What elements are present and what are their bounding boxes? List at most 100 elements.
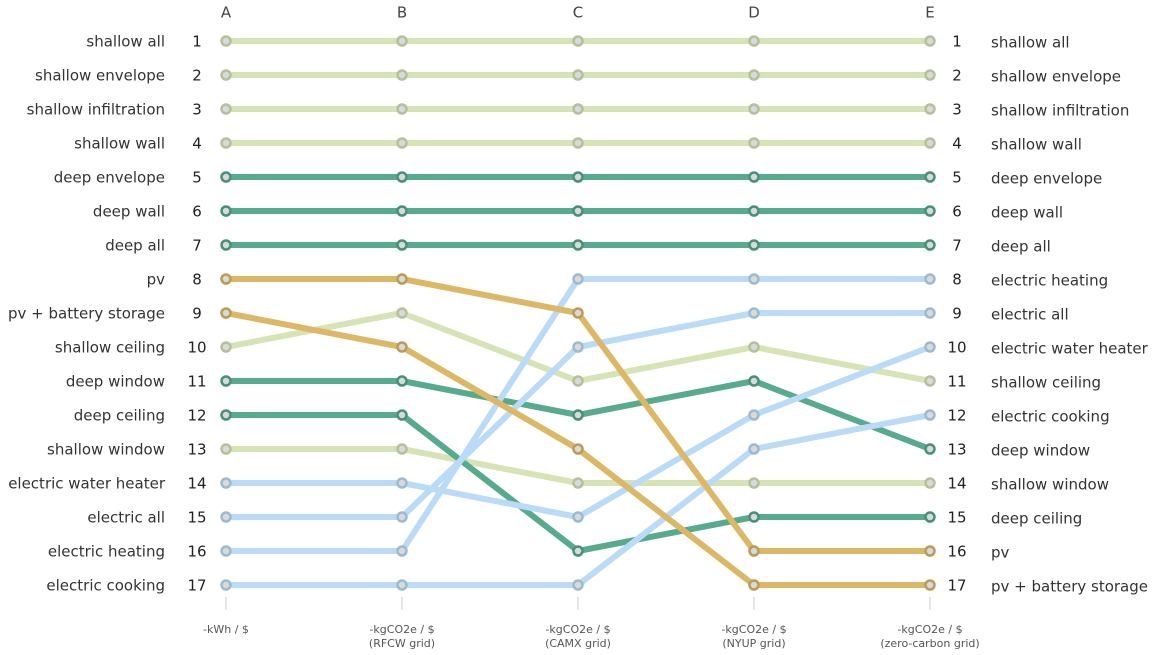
right-label: shallow infiltration bbox=[991, 102, 1129, 120]
rank-right: 2 bbox=[952, 67, 962, 85]
rank-left: 10 bbox=[187, 339, 206, 357]
column-letter: E bbox=[925, 4, 934, 22]
rank-left: 4 bbox=[192, 135, 202, 153]
point bbox=[748, 239, 760, 251]
point bbox=[748, 511, 760, 523]
left-label: pv + battery storage bbox=[8, 305, 165, 323]
point bbox=[396, 103, 408, 115]
point bbox=[924, 511, 936, 523]
right-label: deep wall bbox=[991, 204, 1063, 222]
point bbox=[220, 511, 232, 523]
left-label: shallow all bbox=[86, 33, 165, 51]
axis-label: -kWh / $ bbox=[203, 623, 249, 636]
point bbox=[748, 545, 760, 557]
point bbox=[924, 477, 936, 489]
rank-right: 15 bbox=[947, 509, 966, 527]
point bbox=[220, 545, 232, 557]
point bbox=[220, 69, 232, 81]
left-label: deep envelope bbox=[54, 169, 165, 187]
point bbox=[924, 137, 936, 149]
left-label: electric cooking bbox=[46, 577, 165, 595]
point bbox=[396, 443, 408, 455]
left-label: deep all bbox=[105, 237, 165, 255]
left-label: shallow window bbox=[47, 441, 165, 459]
point bbox=[924, 205, 936, 217]
axis-label: (NYUP grid) bbox=[722, 637, 785, 650]
right-label: deep all bbox=[991, 238, 1051, 256]
left-label: shallow envelope bbox=[35, 67, 165, 85]
axis-label: -kgCO2e / $ bbox=[545, 623, 610, 636]
point bbox=[220, 137, 232, 149]
point bbox=[924, 35, 936, 47]
rank-right: 7 bbox=[952, 237, 962, 255]
column-letter: C bbox=[573, 4, 583, 22]
point bbox=[220, 171, 232, 183]
axis-label: -kgCO2e / $ bbox=[369, 623, 434, 636]
point bbox=[220, 477, 232, 489]
point bbox=[748, 205, 760, 217]
point bbox=[748, 171, 760, 183]
point bbox=[220, 579, 232, 591]
left-label: shallow ceiling bbox=[55, 339, 165, 357]
point bbox=[924, 239, 936, 251]
point bbox=[924, 443, 936, 455]
rank-right: 8 bbox=[952, 271, 962, 289]
rank-left: 9 bbox=[192, 305, 202, 323]
point bbox=[220, 375, 232, 387]
right-label: shallow window bbox=[991, 476, 1109, 494]
rank-right: 10 bbox=[947, 339, 966, 357]
point bbox=[396, 579, 408, 591]
rank-right: 11 bbox=[947, 373, 966, 391]
rank-right: 12 bbox=[947, 407, 966, 425]
point bbox=[924, 273, 936, 285]
rank-right: 16 bbox=[947, 543, 966, 561]
point bbox=[572, 579, 584, 591]
right-label: shallow envelope bbox=[991, 68, 1121, 86]
point bbox=[924, 103, 936, 115]
point bbox=[396, 69, 408, 81]
point bbox=[748, 273, 760, 285]
rank-left: 3 bbox=[192, 101, 202, 119]
point bbox=[924, 409, 936, 421]
point bbox=[572, 477, 584, 489]
rank-right: 6 bbox=[952, 203, 962, 221]
point bbox=[396, 239, 408, 251]
right-label: deep window bbox=[991, 442, 1090, 460]
point bbox=[748, 409, 760, 421]
rank-left: 1 bbox=[192, 33, 202, 51]
right-label: electric cooking bbox=[991, 408, 1110, 426]
series-line bbox=[226, 344, 932, 520]
point bbox=[748, 69, 760, 81]
point bbox=[572, 511, 584, 523]
point bbox=[396, 137, 408, 149]
rank-right: 5 bbox=[952, 169, 962, 187]
point bbox=[220, 35, 232, 47]
rank-left: 12 bbox=[187, 407, 206, 425]
point bbox=[396, 273, 408, 285]
left-label: deep ceiling bbox=[74, 407, 165, 425]
column-letter: D bbox=[748, 4, 760, 22]
rank-left: 7 bbox=[192, 237, 202, 255]
point bbox=[220, 409, 232, 421]
axis-label: (RFCW grid) bbox=[369, 637, 435, 650]
point bbox=[924, 545, 936, 557]
rank-left: 8 bbox=[192, 271, 202, 289]
point bbox=[924, 69, 936, 81]
point bbox=[572, 375, 584, 387]
column-letter: B bbox=[397, 4, 407, 22]
point bbox=[572, 545, 584, 557]
point bbox=[396, 477, 408, 489]
point bbox=[396, 341, 408, 353]
left-label: shallow infiltration bbox=[27, 101, 165, 119]
rank-left: 2 bbox=[192, 67, 202, 85]
point bbox=[220, 239, 232, 251]
point bbox=[748, 307, 760, 319]
point bbox=[572, 273, 584, 285]
left-label: electric all bbox=[87, 509, 165, 527]
left-label: deep wall bbox=[93, 203, 165, 221]
left-label: deep window bbox=[66, 373, 165, 391]
point bbox=[572, 103, 584, 115]
rank-left: 14 bbox=[187, 475, 206, 493]
rank-left: 6 bbox=[192, 203, 202, 221]
point bbox=[924, 307, 936, 319]
